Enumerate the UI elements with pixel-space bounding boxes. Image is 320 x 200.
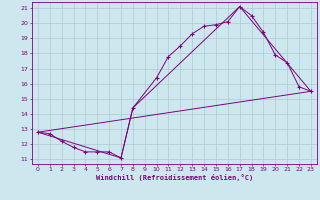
X-axis label: Windchill (Refroidissement éolien,°C): Windchill (Refroidissement éolien,°C) [96, 174, 253, 181]
